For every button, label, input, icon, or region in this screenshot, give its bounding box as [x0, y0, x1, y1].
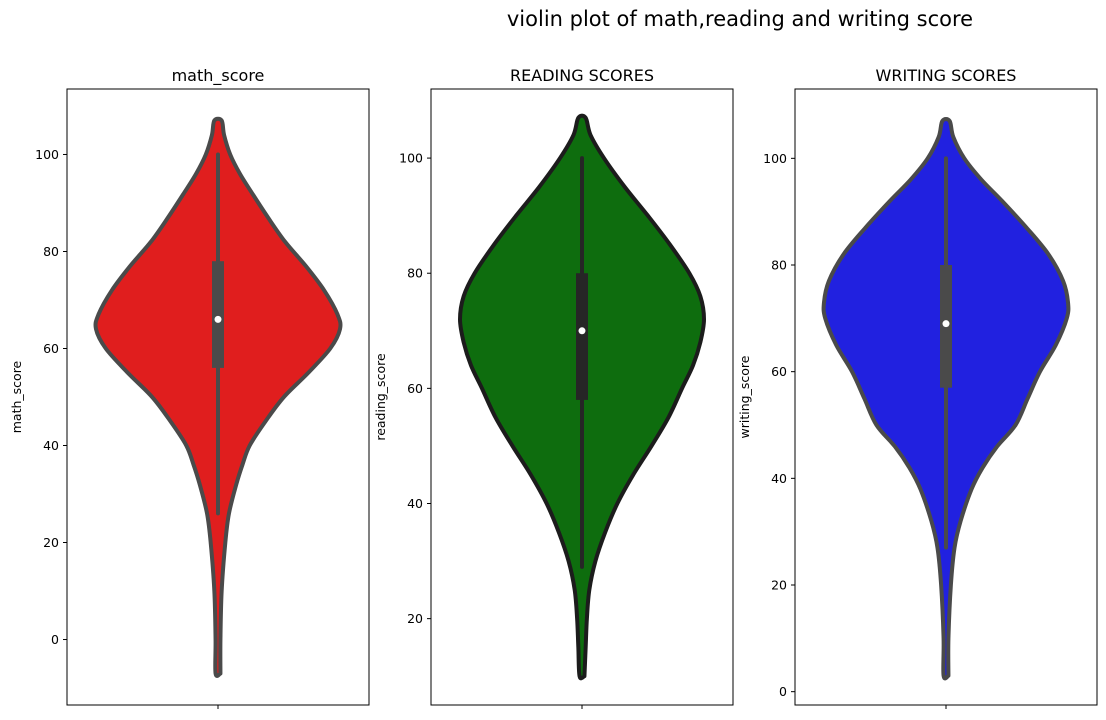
y-tick-label: 40 [771, 471, 787, 486]
y-tick-label: 0 [779, 684, 787, 699]
median-point [942, 320, 950, 328]
y-tick-label: 0 [51, 632, 59, 647]
y-tick-label: 80 [43, 244, 59, 259]
subplot-3: WRITING SCORES writing_score 0 20 40 60 80 100 [737, 66, 1098, 709]
y-tick-label: 20 [407, 611, 423, 626]
y-tick-label: 80 [407, 266, 423, 281]
y-axis-label: reading_score [373, 353, 388, 441]
y-tick-label: 60 [43, 341, 59, 356]
subplot-title: WRITING SCORES [876, 66, 1017, 85]
y-axis-label: writing_score [737, 355, 752, 438]
figure-title: violin plot of math,reading and writing … [507, 7, 973, 31]
median-point [578, 327, 586, 335]
axes-frame [430, 88, 734, 706]
y-axis-label: math_score [9, 360, 24, 433]
y-tick-label: 20 [771, 578, 787, 593]
subplot-1: math_score math_score 0 20 40 60 80 100 [9, 66, 370, 709]
median-point [214, 315, 222, 323]
subplot-title: math_score [172, 66, 265, 86]
y-tick-label: 100 [763, 151, 787, 166]
subplot-title: READING SCORES [510, 66, 654, 85]
iqr-box [576, 273, 588, 400]
y-tick-label: 80 [771, 258, 787, 273]
y-tick-label: 40 [407, 496, 423, 511]
y-tick-label: 60 [771, 364, 787, 379]
y-tick-label: 20 [43, 535, 59, 550]
iqr-box [212, 261, 224, 368]
subplots: math_scoremath_score020406080100READING … [9, 66, 1098, 709]
y-tick-label: 40 [43, 438, 59, 453]
axes-frame [66, 88, 370, 706]
y-tick-label: 100 [35, 147, 59, 162]
y-tick-label: 60 [407, 381, 423, 396]
axes-frame [794, 88, 1098, 706]
y-tick-label: 100 [399, 151, 423, 166]
subplot-2: READING SCORES reading_score 20 40 60 80 100 [373, 66, 734, 709]
